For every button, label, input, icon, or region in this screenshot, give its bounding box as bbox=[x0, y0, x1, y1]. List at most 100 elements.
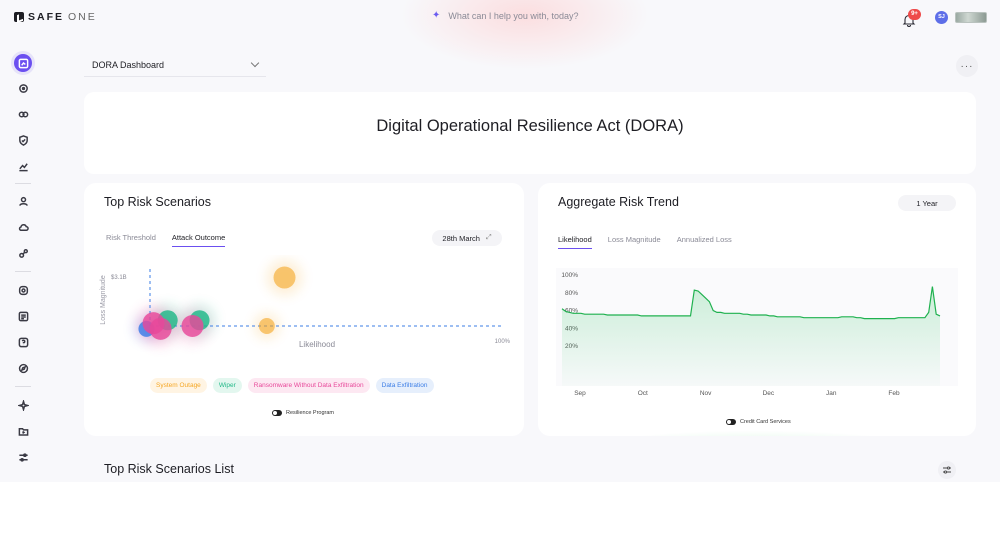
toggle-switch-icon bbox=[726, 419, 736, 425]
aggregate-trend-title: Aggregate Risk Trend bbox=[558, 195, 679, 209]
scatter-point-system-outage[interactable] bbox=[258, 318, 275, 334]
sidebar-item-trends[interactable] bbox=[14, 157, 32, 175]
legend-data-exfiltration[interactable]: Data Exfiltration bbox=[375, 378, 434, 393]
date-filter-value: 28th March bbox=[442, 233, 480, 243]
trend-series-line bbox=[561, 286, 941, 320]
x-tick-label: Sep bbox=[574, 390, 586, 397]
page-footer-area bbox=[0, 482, 1000, 560]
sidebar-item-files[interactable] bbox=[14, 422, 32, 440]
sparkle-icon bbox=[17, 399, 29, 411]
scatter-chart: $3.1B Loss Magnitude Likelihood 100% bbox=[100, 259, 511, 349]
hero-banner: Digital Operational Resilience Act (DORA… bbox=[84, 92, 976, 174]
top-bar: SAFE ONE ✦ What can I help you with, tod… bbox=[0, 0, 1000, 70]
sidebar-item-help[interactable] bbox=[14, 333, 32, 351]
tab-annualized-loss[interactable]: Annualized Loss bbox=[676, 235, 732, 244]
search-placeholder: What can I help you with, today? bbox=[448, 10, 579, 21]
scatter-points bbox=[138, 266, 296, 340]
sparkle-icon: ✦ bbox=[432, 10, 441, 21]
logo-mark-icon bbox=[14, 12, 24, 22]
sidebar-item-ai[interactable] bbox=[14, 396, 32, 414]
scatter-point-ransomware-without-data-exfiltration[interactable] bbox=[149, 317, 172, 340]
risk-list-title: Top Risk Scenarios List bbox=[104, 462, 234, 476]
sliders-icon bbox=[18, 452, 28, 462]
legend-ransomware[interactable]: Ransomware Without Data Exfiltration bbox=[247, 378, 370, 393]
user-avatar[interactable]: SJ bbox=[935, 11, 948, 24]
user-icon bbox=[18, 196, 28, 206]
assistant-search[interactable]: ✦ What can I help you with, today? bbox=[432, 10, 578, 21]
brand-name: SAFE bbox=[28, 11, 65, 23]
sidebar-item-users[interactable] bbox=[14, 192, 32, 210]
page-title: Digital Operational Resilience Act (DORA… bbox=[376, 117, 684, 135]
filter-button[interactable] bbox=[938, 461, 956, 479]
scatter-point-ransomware-without-data-exfiltration[interactable] bbox=[181, 315, 204, 337]
x-axis-label: Likelihood bbox=[299, 340, 335, 349]
expand-icon: ⤢ bbox=[485, 234, 492, 241]
x-tick-label: 100% bbox=[495, 339, 511, 345]
period-select[interactable]: 1 Year bbox=[898, 195, 956, 211]
dashboard-icon bbox=[18, 58, 28, 68]
sidebar-item-cloud[interactable] bbox=[14, 218, 32, 236]
date-filter-button[interactable]: 28th March ⤢ bbox=[432, 230, 502, 246]
cloud-icon bbox=[18, 223, 29, 231]
y-tick-label: 80% bbox=[565, 290, 578, 297]
credit-card-services-label: Credit Card Services bbox=[740, 419, 791, 425]
sidebar-item-lists[interactable] bbox=[14, 307, 32, 325]
x-tick-label: Feb bbox=[888, 390, 900, 397]
trend-tabs: Likelihood Loss Magnitude Annualized Los… bbox=[558, 235, 732, 249]
top-risk-tabs: Risk Threshold Attack Outcome bbox=[106, 233, 226, 247]
scenario-legend: System Outage Wiper Ransomware Without D… bbox=[150, 378, 434, 393]
top-risk-scenarios-card: Top Risk Scenarios Risk Threshold Attack… bbox=[84, 183, 524, 436]
brand-logo[interactable]: SAFE ONE bbox=[14, 11, 97, 23]
legend-system-outage[interactable]: System Outage bbox=[150, 378, 207, 393]
period-value: 1 Year bbox=[916, 198, 938, 208]
credit-card-services-toggle[interactable]: Credit Card Services bbox=[726, 419, 791, 425]
sliders-icon bbox=[943, 466, 951, 474]
organization-logo bbox=[955, 12, 987, 23]
notification-count-badge: 9+ bbox=[908, 9, 921, 20]
top-risk-title: Top Risk Scenarios bbox=[104, 195, 211, 209]
dashboard-select[interactable]: DORA Dashboard bbox=[84, 53, 266, 77]
sidebar-item-controls[interactable] bbox=[14, 105, 32, 123]
more-options-button[interactable]: ··· bbox=[956, 55, 978, 77]
aggregate-risk-trend-card: Aggregate Risk Trend 1 Year Likelihood L… bbox=[538, 183, 976, 436]
x-tick-label: Nov bbox=[700, 390, 712, 397]
y-tick-label: 100% bbox=[561, 272, 578, 279]
trend-x-ticks: Sep Oct Nov Dec Jan Feb bbox=[574, 390, 900, 397]
sidebar-divider bbox=[15, 271, 31, 272]
at-sign-icon bbox=[18, 285, 28, 295]
sidebar-item-settings[interactable] bbox=[14, 448, 32, 466]
sidebar-item-explore[interactable] bbox=[14, 359, 32, 377]
x-tick-label: Dec bbox=[763, 390, 775, 397]
dashboard-select-value: DORA Dashboard bbox=[92, 59, 165, 70]
sidebar-item-targets[interactable] bbox=[14, 79, 32, 97]
chevron-down-icon bbox=[250, 58, 260, 68]
tab-loss-magnitude[interactable]: Loss Magnitude bbox=[607, 235, 661, 244]
resilience-program-label: Resilience Program bbox=[286, 410, 334, 416]
sidebar-divider bbox=[15, 386, 31, 387]
sidebar-divider bbox=[15, 183, 31, 184]
help-icon bbox=[18, 337, 28, 347]
ellipsis-icon: ··· bbox=[960, 60, 974, 72]
legend-wiper[interactable]: Wiper bbox=[212, 378, 242, 393]
resilience-program-toggle[interactable]: Resilience Program bbox=[272, 410, 334, 416]
list-icon bbox=[18, 311, 28, 321]
sidebar-item-mentions[interactable] bbox=[14, 281, 32, 299]
x-tick-label: Oct bbox=[638, 390, 648, 397]
sidebar-item-dashboard[interactable] bbox=[14, 54, 32, 72]
target-icon bbox=[18, 83, 28, 93]
sidebar-item-security[interactable] bbox=[14, 131, 32, 149]
integrations-icon bbox=[18, 248, 28, 258]
tab-attack-outcome[interactable]: Attack Outcome bbox=[171, 233, 226, 247]
y-tick-label: $3.1B bbox=[111, 275, 127, 281]
compass-icon bbox=[18, 363, 28, 373]
toggle-switch-icon bbox=[272, 410, 282, 416]
tab-risk-threshold[interactable]: Risk Threshold bbox=[106, 233, 156, 242]
bottom-glow bbox=[576, 408, 936, 436]
shield-check-icon bbox=[18, 134, 28, 146]
toggle-icon bbox=[18, 110, 28, 118]
tab-likelihood[interactable]: Likelihood bbox=[558, 235, 592, 249]
scatter-point-system-outage[interactable] bbox=[273, 266, 296, 289]
sidebar-item-integrations[interactable] bbox=[14, 244, 32, 262]
